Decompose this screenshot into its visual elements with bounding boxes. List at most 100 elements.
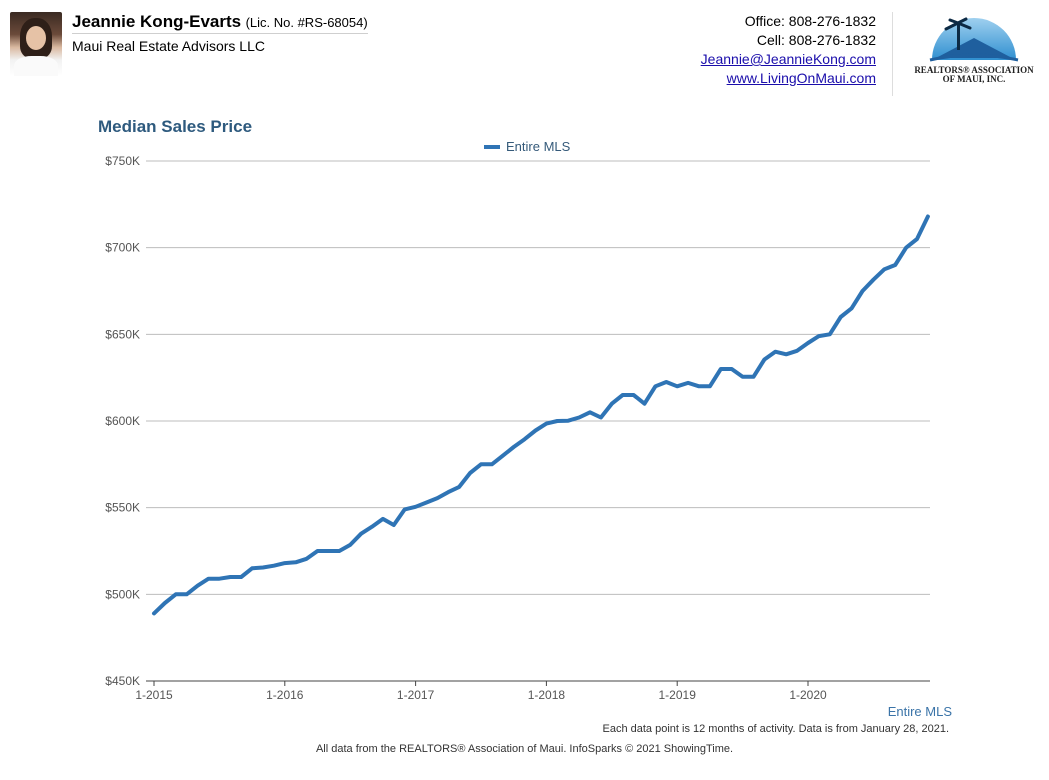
data-point: [228, 575, 232, 579]
website-link[interactable]: www.LivingOnMaui.com: [726, 70, 876, 86]
data-point: [185, 592, 189, 596]
data-point: [850, 306, 854, 310]
data-point: [217, 577, 221, 581]
data-point: [501, 454, 505, 458]
chart-legend[interactable]: Entire MLS: [484, 139, 570, 154]
data-point: [806, 341, 810, 345]
association-logo: REALTORS® ASSOCIATION OF MAUI, INC.: [910, 14, 1038, 94]
data-point: [174, 592, 178, 596]
data-point: [152, 611, 156, 616]
legend-swatch: [484, 144, 500, 149]
series-label: Entire MLS: [887, 704, 952, 719]
data-point: [773, 350, 777, 354]
header-divider: [892, 12, 893, 96]
data-point: [424, 500, 429, 505]
agent-info: Jeannie Kong-Evarts (Lic. No. #RS-68054)…: [72, 12, 368, 54]
data-point: [414, 505, 418, 509]
footer-credits: All data from the REALTORS® Association …: [315, 743, 734, 755]
y-tick-label: $700K: [105, 241, 140, 255]
data-point: [468, 471, 472, 475]
chart-title: Median Sales Price: [98, 117, 253, 136]
data-point: [588, 410, 592, 414]
data-point: [817, 334, 821, 338]
x-tick-label: 1-2018: [528, 688, 566, 702]
data-point: [446, 490, 450, 494]
data-point: [664, 380, 668, 384]
data-point: [882, 267, 886, 271]
data-point: [403, 507, 407, 511]
data-point: [381, 517, 385, 521]
data-point: [294, 560, 298, 564]
data-point: [490, 462, 494, 466]
x-tick-label: 1-2016: [266, 688, 304, 702]
x-tick-label: 1-2015: [135, 688, 173, 702]
legend-label: Entire MLS: [506, 139, 571, 154]
data-point: [784, 352, 788, 356]
data-point: [283, 561, 287, 565]
cell-phone: Cell: 808-276-1832: [756, 32, 876, 48]
x-tick-label: 1-2017: [397, 688, 435, 702]
data-point: [599, 415, 603, 420]
data-point: [348, 543, 352, 547]
agent-photo: [10, 12, 62, 76]
data-point: [893, 263, 897, 267]
x-tick-label: 1-2019: [659, 688, 697, 702]
data-point: [196, 584, 200, 588]
data-point: [555, 419, 559, 423]
data-point: [533, 428, 538, 433]
data-point: [566, 419, 570, 423]
y-tick-label: $550K: [105, 501, 140, 515]
data-point: [719, 367, 723, 371]
agent-name: Jeannie Kong-Evarts: [72, 12, 242, 31]
data-point: [653, 384, 658, 388]
association-name: REALTORS® ASSOCIATION OF MAUI, INC.: [914, 65, 1034, 84]
data-point: [370, 525, 374, 529]
data-point: [926, 214, 930, 219]
data-point: [523, 437, 527, 441]
data-point: [751, 375, 756, 379]
data-point: [697, 384, 701, 388]
data-point: [708, 384, 712, 388]
y-tick-label: $450K: [105, 674, 140, 688]
data-point: [675, 384, 679, 388]
agent-company: Maui Real Estate Advisors LLC: [72, 38, 265, 54]
email-link[interactable]: Jeannie@JeannieKong.com: [700, 51, 876, 67]
data-point: [272, 564, 276, 568]
data-point: [839, 315, 843, 319]
y-tick-label: $500K: [105, 587, 140, 601]
data-point: [305, 557, 309, 561]
association-logo-icon: [929, 17, 1019, 62]
data-point: [730, 367, 734, 371]
data-point: [795, 349, 799, 353]
series-line-entire-mls: [152, 214, 930, 616]
data-point: [621, 393, 625, 397]
agent-license: (Lic. No. #RS-68054): [245, 15, 368, 30]
x-tick-label: 1-2020: [789, 688, 827, 702]
office-phone: Office: 808-276-1832: [744, 13, 876, 29]
y-tick-label: $650K: [105, 327, 140, 341]
y-tick-label: $600K: [105, 414, 140, 428]
y-tick-label: $750K: [105, 154, 140, 168]
data-point: [435, 496, 439, 500]
data-point: [326, 549, 330, 553]
data-point: [741, 375, 745, 379]
data-point: [206, 577, 211, 581]
data-point: [457, 485, 461, 489]
data-point: [392, 523, 396, 527]
data-point: [828, 332, 832, 336]
data-point: [904, 246, 908, 250]
data-point: [610, 402, 614, 406]
data-point: [915, 237, 919, 241]
data-point: [479, 462, 483, 466]
data-point: [860, 289, 865, 293]
agent-name-line: Jeannie Kong-Evarts (Lic. No. #RS-68054): [72, 12, 368, 34]
data-point: [163, 601, 167, 605]
data-point: [359, 532, 363, 536]
footnote: Each data point is 12 months of activity…: [602, 723, 949, 735]
data-point: [544, 422, 549, 426]
data-point: [250, 566, 254, 570]
data-point: [762, 357, 767, 362]
data-point: [315, 549, 320, 553]
data-point: [261, 565, 265, 570]
